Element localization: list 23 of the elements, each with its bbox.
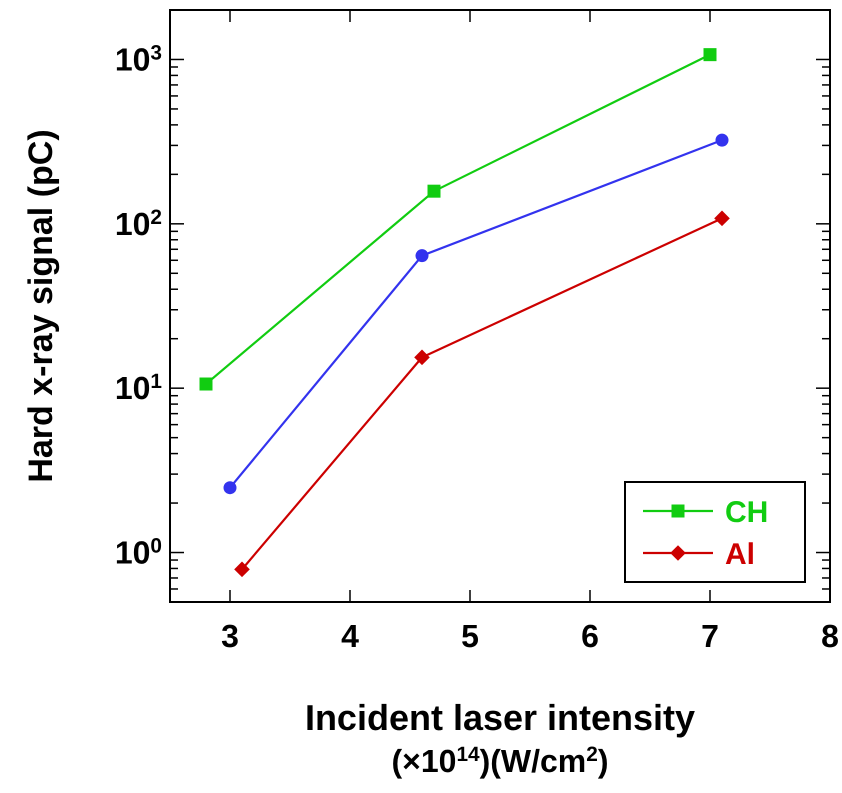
y-tick-label: 10$^{1}$ (114, 370, 162, 406)
y-tick-label: 10$^{2}$ (114, 205, 162, 242)
x-tick-label: 7 (701, 618, 719, 654)
legend-label: Al (725, 538, 755, 571)
legend-label: CH (725, 496, 768, 529)
x-tick-label: 8 (821, 618, 839, 654)
y-tick-label: 10$^{0}$ (114, 534, 162, 571)
point (200, 378, 212, 391)
point (224, 481, 236, 494)
point (234, 562, 250, 578)
y-tick-label: 10$^{3}$ (114, 40, 162, 78)
point (414, 350, 430, 366)
x-tick-label: 4 (341, 618, 360, 654)
point (716, 134, 728, 147)
x-tick-label: 6 (581, 618, 599, 654)
point (428, 184, 440, 198)
x-tick-label: 5 (461, 618, 479, 654)
point (714, 210, 730, 226)
y-axis-title: Hard x-ray signal (pC) (22, 129, 60, 483)
point (416, 249, 428, 262)
point (704, 48, 716, 62)
x-tick-label: 3 (221, 618, 239, 654)
x-axis-title: Incident laser intensity (×10$^{14}$)(W/cm$^{2}$) (304, 697, 696, 779)
